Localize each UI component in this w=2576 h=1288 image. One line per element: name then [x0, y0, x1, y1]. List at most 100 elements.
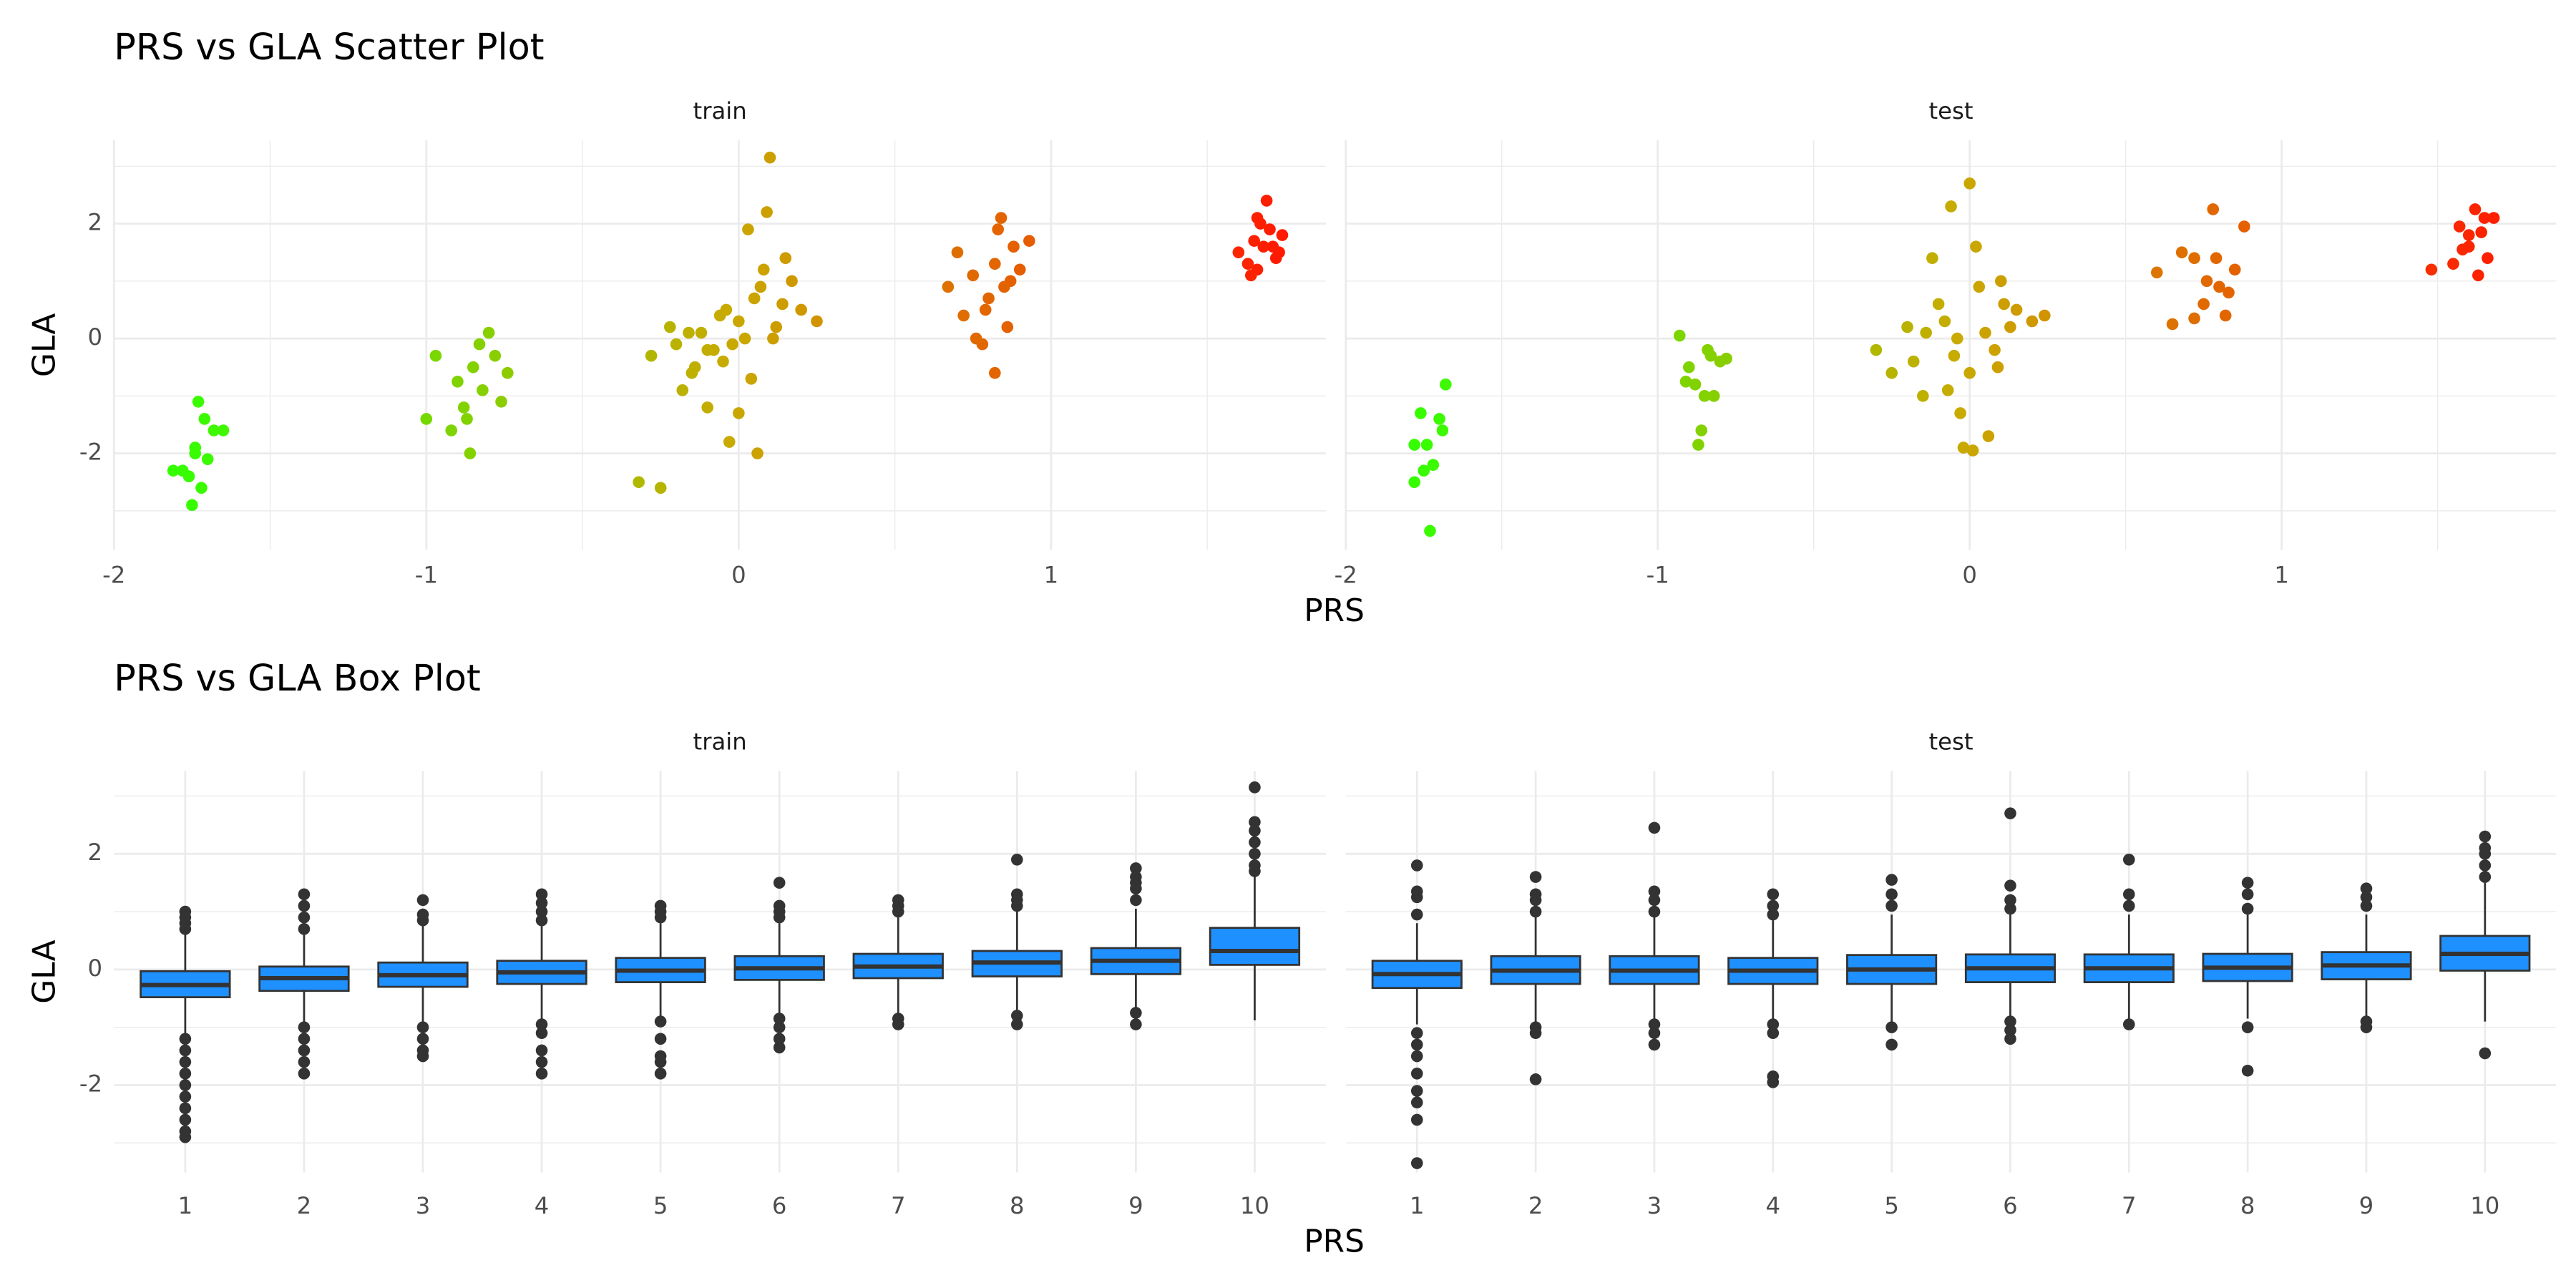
x-tick-label: 2 [297, 1192, 312, 1219]
outlier [1648, 821, 1661, 834]
outlier [2241, 1064, 2254, 1077]
point [186, 499, 198, 512]
outlier [1011, 854, 1023, 866]
x-tick-label: 0 [731, 561, 746, 588]
point [967, 269, 980, 282]
x-tick-label: -1 [1646, 561, 1669, 588]
x-tick-label: 8 [2240, 1192, 2255, 1219]
point [464, 447, 477, 459]
point [1948, 349, 1961, 362]
point [970, 332, 982, 345]
point [495, 396, 507, 408]
facet-label: test [1929, 728, 1974, 755]
point [738, 332, 751, 345]
point [2447, 258, 2459, 270]
outlier [1410, 1027, 1423, 1040]
x-tick-label: 1 [1410, 1192, 1425, 1219]
point [1989, 343, 2001, 356]
outlier [535, 914, 548, 927]
outlier [535, 1018, 548, 1030]
outlier [1410, 1038, 1423, 1051]
x-tick-label: 10 [2470, 1192, 2499, 1219]
outlier [1410, 859, 1423, 872]
y-tick-label: 2 [88, 839, 103, 866]
outlier [298, 1055, 311, 1068]
point [1689, 378, 1702, 391]
outlier [892, 894, 904, 907]
outlier [1767, 908, 1780, 921]
outlier [2122, 1018, 2135, 1030]
point [1257, 240, 1270, 253]
point [663, 321, 676, 333]
outlier [1410, 885, 1423, 898]
outlier [1529, 888, 1542, 901]
y-axis-label: GLA [26, 940, 63, 1003]
outlier [773, 899, 786, 912]
outlier [1767, 899, 1780, 912]
outlier [1885, 1038, 1898, 1051]
point [645, 349, 658, 362]
point [1433, 413, 1445, 425]
outlier [535, 1067, 548, 1080]
point [2197, 298, 2210, 311]
point [989, 258, 1001, 270]
point [1994, 275, 2007, 288]
point [1945, 200, 1957, 213]
outlier [416, 1021, 429, 1033]
point [1901, 321, 1913, 333]
y-tick-label: -2 [79, 1070, 102, 1097]
outlier [1249, 781, 1261, 794]
outlier [1529, 905, 1542, 918]
point [1932, 298, 1945, 311]
x-tick-label: 3 [1647, 1192, 1662, 1219]
x-tick-label: 5 [653, 1192, 668, 1219]
point [1695, 424, 1708, 436]
point [2238, 220, 2250, 233]
point [733, 315, 745, 328]
point [2462, 229, 2475, 241]
point [763, 151, 776, 164]
point [2200, 275, 2213, 288]
point [733, 407, 745, 419]
point [420, 413, 433, 425]
x-tick-label: 6 [2003, 1192, 2018, 1219]
outlier [2360, 899, 2373, 912]
outlier [1529, 1073, 1542, 1085]
outlier [179, 1033, 192, 1045]
point [2482, 252, 2494, 265]
outlier [1529, 1027, 1542, 1040]
point [1870, 343, 1883, 356]
outlier [179, 1067, 192, 1080]
y-axis-label: GLA [26, 313, 63, 377]
outlier [1249, 847, 1261, 860]
point [461, 413, 473, 425]
point [1264, 223, 1276, 235]
outlier [1648, 1018, 1661, 1030]
outlier [1011, 1018, 1023, 1030]
point [1698, 390, 1711, 402]
outlier [2004, 807, 2016, 819]
point [1692, 439, 1704, 451]
point [189, 447, 202, 459]
point [2039, 309, 2051, 322]
point [695, 326, 708, 339]
outlier [2479, 841, 2492, 854]
outlier [1410, 1050, 1423, 1063]
point [2475, 226, 2487, 238]
outlier [2241, 888, 2254, 901]
point [795, 303, 807, 316]
point [688, 361, 701, 374]
outlier [1011, 888, 1023, 901]
outlier [2479, 1047, 2492, 1060]
point [1938, 315, 1951, 328]
point [2004, 321, 2016, 333]
outlier [2360, 882, 2373, 895]
point [2026, 315, 2039, 328]
point [2469, 203, 2482, 215]
outlier [654, 1067, 667, 1080]
outlier [416, 894, 429, 907]
x-tick-label: 7 [891, 1192, 906, 1219]
outlier [773, 1041, 786, 1054]
outlier [2479, 859, 2492, 872]
point [1013, 263, 1026, 276]
